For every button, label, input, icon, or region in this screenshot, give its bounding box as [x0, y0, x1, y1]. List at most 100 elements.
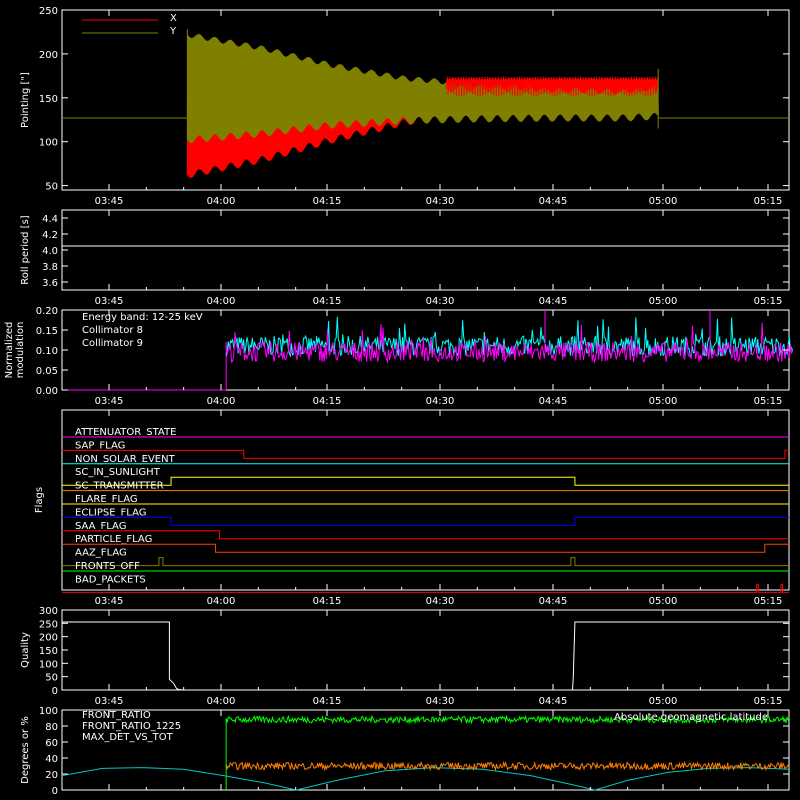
flag-line-saa-flag	[62, 530, 789, 540]
mod-annotation: Energy band: 12-25 keV	[82, 312, 203, 323]
quality-ylabel-line: Quality	[20, 632, 31, 668]
flag-label-sc-transmitter: SC_TRANSMITTER	[75, 481, 164, 492]
front-series-2	[225, 760, 790, 772]
quality-xtick-label: 04:45	[539, 696, 568, 707]
flags-xtick-label: 04:00	[207, 596, 236, 607]
flag-label-saa-flag: SAA_FLAG	[75, 521, 126, 532]
roll-ytick-label: 3.6	[42, 278, 58, 289]
mod-xtick-label: 04:00	[207, 396, 236, 407]
roll-ylabel: Roll period [s]	[20, 215, 31, 284]
roll-xtick-label: 04:15	[313, 296, 342, 307]
flag-label-aaz-flag: AAZ_FLAG	[75, 548, 127, 559]
pointing-frame	[61, 9, 790, 191]
flags-xtick-label: 04:45	[539, 596, 568, 607]
flags-xtick-label: 04:15	[313, 596, 342, 607]
mod-ytick-label: 0.20	[36, 306, 58, 317]
flag-label-non-solar-event: NON_SOLAR_EVENT	[75, 454, 176, 465]
roll-ytick-label: 4.0	[42, 246, 58, 257]
pointing-series-Y	[186, 34, 659, 144]
pointing-ylabel-line: Pointing ["]	[20, 72, 31, 128]
roll-ytick-label: 4.4	[42, 214, 58, 225]
flag-line-eclipse-flag	[62, 516, 789, 526]
mod-xtick-label: 05:15	[754, 396, 783, 407]
quality-ytick-label: 50	[45, 673, 58, 684]
mod-ytick-label: 0.10	[36, 346, 58, 357]
flag-line-sc-in-sunlight	[62, 476, 789, 486]
mod-series-2	[225, 322, 794, 364]
pointing-ylabel: Pointing ["]	[20, 72, 31, 128]
front-ylabel-line: Degrees or %	[20, 716, 31, 784]
pointing-ytick-label: 50	[45, 182, 58, 193]
quality-ylabel: Quality	[20, 632, 31, 668]
mod-xtick-label: 03:45	[95, 396, 124, 407]
pointing-series-X-late	[445, 76, 659, 97]
front-ytick-label: 80	[45, 722, 58, 733]
roll-ylabel-line: Roll period [s]	[20, 215, 31, 284]
front-legend-label-2: FRONT_RATIO_1225	[82, 721, 181, 732]
quality-xtick-label: 04:00	[207, 696, 236, 707]
quality-ytick-label: 200	[39, 633, 58, 644]
flags-ylabel-line: Flags	[34, 487, 45, 513]
pointing-legend-label-Y: Y	[169, 26, 177, 37]
flag-label-flare-flag: FLARE_FLAG	[75, 494, 138, 505]
mod-xtick-label: 04:45	[539, 396, 568, 407]
roll-xtick-label: 04:30	[426, 296, 455, 307]
roll-ytick-label: 3.8	[42, 262, 58, 273]
quality-ytick-label: 0	[52, 686, 58, 697]
front-annotation-right: Absolute geomagnetic latitude	[614, 712, 768, 723]
flag-line-sap-flag	[62, 449, 789, 459]
front-frame	[61, 709, 790, 791]
pointing-xtick-label: 03:45	[95, 196, 124, 207]
quality-xtick-label: 05:15	[754, 696, 783, 707]
front-ylabel: Degrees or %	[20, 716, 31, 784]
quality-xtick-label: 03:45	[95, 696, 124, 707]
flag-line-aaz-flag	[62, 557, 789, 567]
pointing-ytick-label: 250	[39, 6, 58, 17]
flags-xtick-label: 04:30	[426, 596, 455, 607]
mod-xtick-label: 04:15	[313, 396, 342, 407]
pointing-xtick-label: 05:00	[649, 196, 678, 207]
mod-legend-label-2: Collimator 9	[82, 338, 143, 349]
flag-label-eclipse-flag: ECLIPSE_FLAG	[75, 507, 146, 518]
mod-ytick-label: 0.05	[36, 366, 58, 377]
front-series-1	[225, 714, 790, 725]
roll-xtick-label: 04:45	[539, 296, 568, 307]
quality-ytick-label: 300	[39, 606, 58, 617]
front-ytick-label: 60	[45, 738, 58, 749]
flag-label-bad-packets: BAD_PACKETS	[75, 574, 146, 585]
roll-ytick-label: 4.2	[42, 230, 58, 241]
flag-label-particle-flag: PARTICLE_FLAG	[75, 534, 152, 545]
flag-label-fronts-off: FRONTS_OFF	[75, 561, 140, 572]
front-ytick-label: 20	[45, 770, 58, 781]
mod-ylabel-line: modulation	[15, 322, 26, 379]
pointing-legend-label-X: X	[170, 13, 177, 24]
pointing-xtick-label: 04:00	[207, 196, 236, 207]
mod-xtick-label: 04:30	[426, 396, 455, 407]
pointing-ytick-label: 100	[39, 138, 58, 149]
front-legend-label-3: MAX_DET_VS_TOT	[82, 732, 174, 743]
quality-ytick-label: 150	[39, 646, 58, 657]
flags-frame	[61, 409, 790, 591]
pointing-ytick-label: 150	[39, 94, 58, 105]
quality-ytick-label: 100	[39, 659, 58, 670]
mod-legend-label-1: Collimator 8	[82, 325, 143, 336]
quality-series-line	[62, 621, 789, 691]
front-legend-label-1: FRONT_RATIO	[82, 710, 151, 721]
pointing-xtick-label: 05:15	[754, 196, 783, 207]
front-ytick-label: 100	[39, 706, 58, 717]
flags-xtick-label: 05:15	[754, 596, 783, 607]
mod-ylabel-line: Normalized	[4, 322, 15, 379]
flag-line-particle-flag	[62, 543, 789, 553]
quality-xtick-label: 04:30	[426, 696, 455, 707]
flag-label-sc-in-sunlight: SC_IN_SUNLIGHT	[75, 467, 161, 478]
mod-ytick-label: 0.00	[36, 386, 58, 397]
front-ytick-label: 40	[45, 754, 58, 765]
flags-xtick-label: 03:45	[95, 596, 124, 607]
front-ytick-label: 0	[52, 786, 58, 797]
flags-ylabel: Flags	[34, 487, 45, 513]
pointing-xtick-label: 04:45	[539, 196, 568, 207]
mod-ylabel: Normalizedmodulation	[4, 322, 26, 379]
quality-xtick-label: 04:15	[313, 696, 342, 707]
flag-line-bad-packets	[62, 583, 789, 593]
